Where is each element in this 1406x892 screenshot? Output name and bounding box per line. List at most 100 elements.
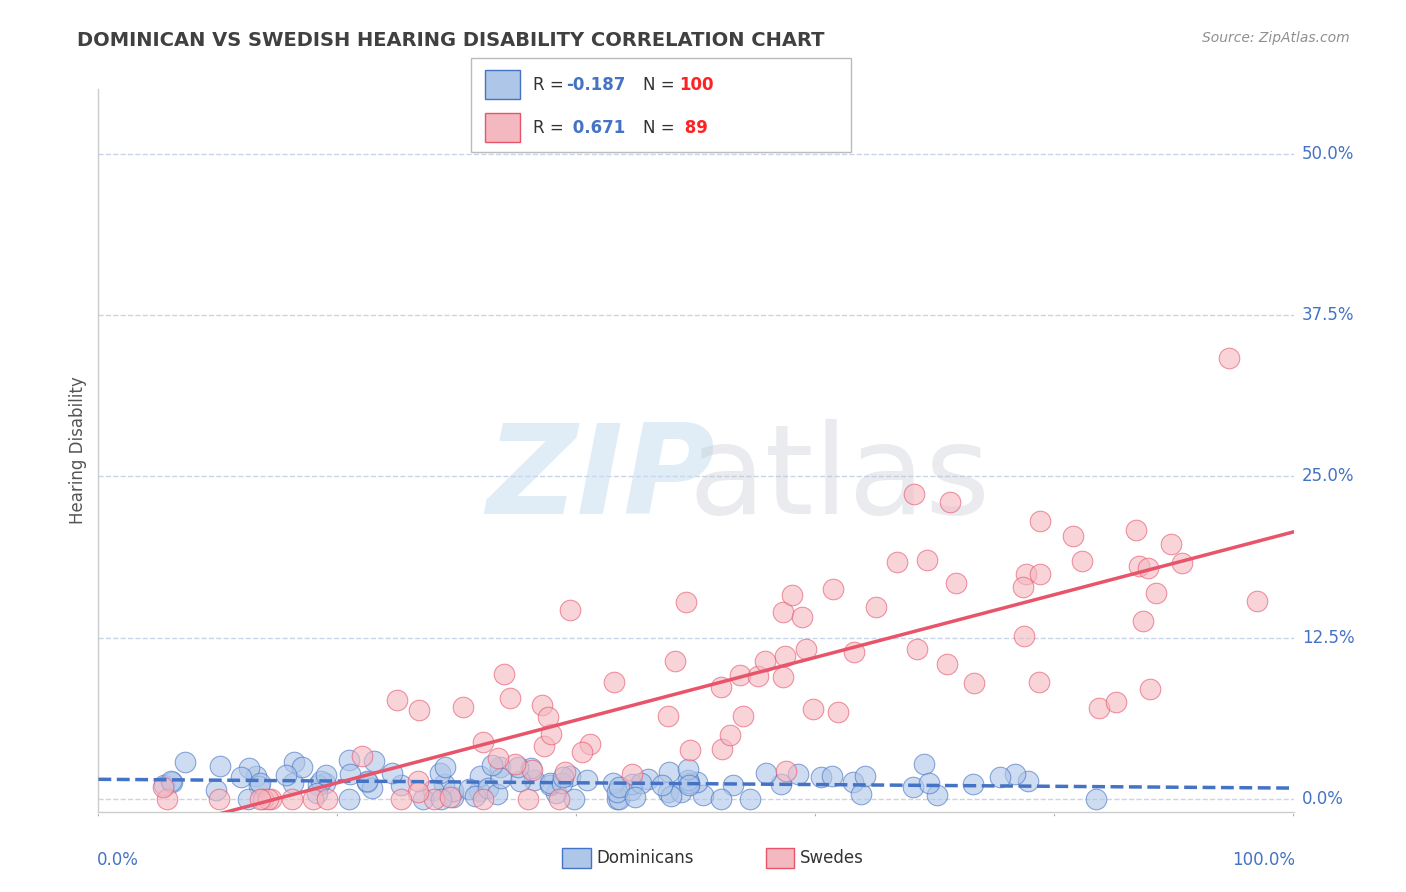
Point — [485, 787, 508, 801]
Point — [509, 774, 531, 789]
Point — [1070, 554, 1092, 568]
Text: 100: 100 — [679, 76, 714, 94]
Point — [658, 764, 681, 779]
Point — [245, 769, 267, 783]
Point — [489, 760, 512, 774]
Point — [1128, 558, 1150, 573]
Point — [441, 783, 464, 797]
Y-axis label: Hearing Disability: Hearing Disability — [69, 376, 87, 524]
Text: Swedes: Swedes — [800, 849, 863, 867]
Point — [945, 576, 967, 591]
Point — [477, 780, 499, 795]
Point — [360, 780, 382, 795]
Point — [307, 779, 329, 793]
Point — [962, 777, 984, 791]
Point — [676, 762, 699, 776]
Point — [422, 783, 444, 797]
Point — [281, 792, 304, 806]
Text: 25.0%: 25.0% — [1302, 467, 1354, 485]
Text: Dominicans: Dominicans — [596, 849, 693, 867]
Point — [925, 789, 948, 803]
Point — [678, 776, 700, 790]
Point — [558, 603, 581, 617]
Point — [842, 645, 865, 659]
Point — [853, 769, 876, 783]
Point — [558, 769, 581, 783]
Text: -0.187: -0.187 — [567, 76, 626, 94]
Point — [429, 765, 451, 780]
Point — [630, 776, 652, 790]
Text: N =: N = — [643, 76, 679, 94]
Point — [621, 767, 644, 781]
Point — [1012, 629, 1035, 643]
Point — [602, 674, 624, 689]
Text: 37.5%: 37.5% — [1302, 306, 1354, 324]
Text: 0.0%: 0.0% — [97, 852, 139, 870]
Point — [467, 784, 489, 798]
Point — [350, 748, 373, 763]
Point — [1017, 774, 1039, 789]
Point — [451, 699, 474, 714]
Point — [710, 792, 733, 806]
Point — [540, 776, 562, 790]
Point — [523, 772, 546, 787]
Point — [458, 781, 481, 796]
Point — [1136, 561, 1159, 575]
Point — [773, 648, 796, 663]
Point — [607, 780, 630, 794]
Point — [209, 758, 232, 772]
Point — [810, 770, 832, 784]
Point — [1062, 529, 1084, 543]
Point — [387, 692, 409, 706]
Point — [538, 778, 561, 792]
Text: R =: R = — [533, 119, 569, 136]
Point — [602, 775, 624, 789]
Point — [553, 770, 575, 784]
Point — [499, 691, 522, 706]
Point — [247, 779, 270, 793]
Point — [1012, 580, 1035, 594]
Point — [1014, 567, 1036, 582]
Point — [710, 680, 733, 694]
Point — [406, 785, 429, 799]
Point — [1125, 523, 1147, 537]
Point — [468, 769, 491, 783]
Point — [381, 766, 404, 780]
Point — [314, 776, 336, 790]
Point — [1084, 792, 1107, 806]
Point — [772, 669, 794, 683]
Text: 50.0%: 50.0% — [1302, 145, 1354, 162]
Point — [718, 728, 741, 742]
Text: R =: R = — [533, 76, 569, 94]
Point — [606, 784, 628, 798]
Point — [939, 495, 962, 509]
Point — [540, 726, 562, 740]
Point — [423, 792, 446, 806]
Point — [849, 787, 872, 801]
Point — [711, 741, 734, 756]
Point — [821, 769, 844, 783]
Point — [160, 774, 183, 789]
Text: N =: N = — [643, 119, 679, 136]
Point — [259, 792, 281, 806]
Point — [1246, 593, 1268, 607]
Point — [430, 791, 453, 805]
Point — [842, 775, 865, 789]
Point — [796, 641, 818, 656]
Text: 0.0%: 0.0% — [1302, 789, 1344, 808]
Point — [315, 767, 337, 781]
Point — [229, 770, 252, 784]
Point — [1004, 766, 1026, 780]
Point — [489, 771, 512, 785]
Point — [283, 755, 305, 769]
Point — [433, 776, 456, 790]
Point — [249, 792, 271, 806]
Point — [408, 703, 430, 717]
Point — [291, 760, 314, 774]
Point — [782, 588, 804, 602]
Point — [1029, 514, 1052, 528]
Point — [548, 792, 571, 806]
Point — [503, 757, 526, 772]
Point — [571, 745, 593, 759]
Point — [657, 785, 679, 799]
